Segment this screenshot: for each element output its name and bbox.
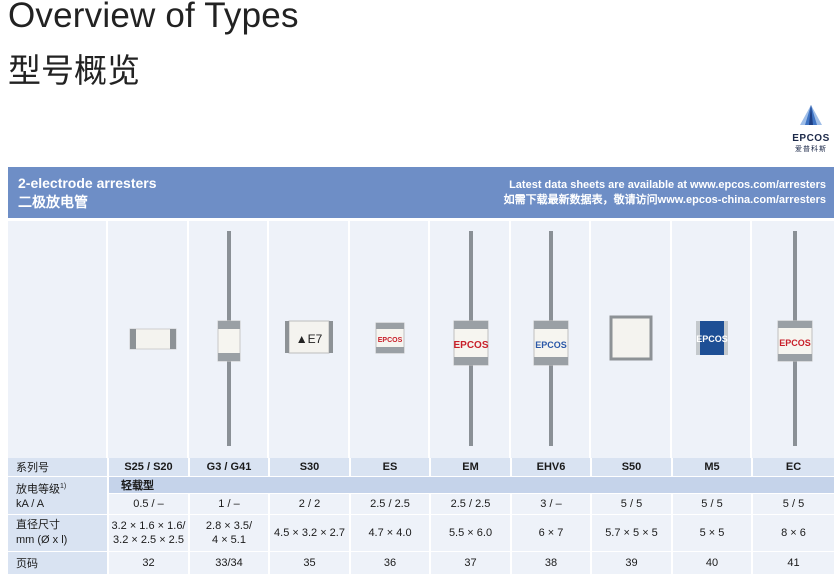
photo-m5: EPCOS [672, 221, 752, 458]
logo-subtext: 爱普科斯 [795, 146, 827, 153]
es-arrester-image: EPCOS [375, 322, 405, 354]
photo-label-cell [8, 221, 108, 458]
dims-cell: 5.7 × 5 × 5 [590, 514, 672, 552]
photo-ehv6: EPCOS [511, 221, 591, 458]
page-label: 页码 [8, 551, 108, 575]
series-cell: S30 [268, 458, 350, 477]
page-row: 页码 32 33/34 35 36 37 38 39 40 41 [8, 551, 834, 575]
s30-arrester-image: ▲E7 [285, 320, 333, 354]
rating-cell: 1 / – [188, 493, 269, 515]
photo-g3-g41 [189, 221, 269, 458]
ehv6-arrester-image: EPCOS [533, 231, 569, 446]
light-type-label: 轻载型 [107, 476, 834, 494]
epcos-logo: EPCOS 爱普科斯 [788, 103, 834, 154]
datasheet-note-en: Latest data sheets are available at www.… [509, 179, 826, 191]
rating-footnote: 1) [60, 482, 67, 490]
dims-cell: 4.7 × 4.0 [349, 514, 430, 552]
rating-cell: 0.5 / – [107, 493, 189, 515]
page-cell: 38 [510, 551, 591, 575]
section-heading-cn: 二极放电管 [18, 194, 88, 210]
dims-unit: mm (Ø x l) [16, 534, 68, 546]
dimensions-row: 直径尺寸 mm (Ø x l) 3.2 × 1.6 × 1.6/3.2 × 2.… [8, 514, 834, 552]
ehv6-marking: EPCOS [535, 340, 567, 350]
es-marking: EPCOS [378, 337, 403, 344]
rating-unit: kA / A [16, 498, 45, 511]
datasheet-note-cn: 如需下载最新数据表，敬请访问www.epcos-china.com/arrest… [503, 194, 826, 206]
dims-label: 直径尺寸 [16, 519, 60, 531]
dims-line-1: 3.2 × 1.6 × 1.6/ [111, 520, 186, 532]
section-banner: 2-electrode arresters 二极放电管 Latest data … [8, 167, 834, 218]
rating-label: 放电等级 [16, 483, 60, 496]
ec-marking: EPCOS [779, 338, 811, 348]
spec-table: 系列号 S25 / S20 G3 / G41 S30 ES EM EHV6 S5… [8, 458, 834, 575]
page-cell: 33/34 [188, 551, 269, 575]
photo-s30: ▲E7 [269, 221, 350, 458]
dims-cell: 4.5 × 3.2 × 2.7 [268, 514, 350, 552]
page-cell: 37 [429, 551, 511, 575]
smd-arrester-image [129, 328, 177, 350]
light-type-row: 放电等级1) kA / A 轻载型 [8, 476, 834, 515]
page-title-cn: 型号概览 [8, 52, 140, 89]
series-cell: ES [349, 458, 430, 477]
page-cell: 40 [671, 551, 752, 575]
series-label: 系列号 [8, 458, 108, 477]
page-title: Overview of Types [8, 0, 299, 35]
epcos-fan-logo-icon [800, 105, 822, 125]
series-cell: EHV6 [510, 458, 591, 477]
rating-cell: 3 / – [510, 493, 591, 515]
rating-cell: 2.5 / 2.5 [429, 493, 511, 515]
dims-cell: 5.5 × 6.0 [429, 514, 511, 552]
dims-cell: 5 × 5 [671, 514, 752, 552]
series-row: 系列号 S25 / S20 G3 / G41 S30 ES EM EHV6 S5… [8, 458, 834, 477]
rating-cell: 5 / 5 [590, 493, 672, 515]
dims-cell: 6 × 7 [510, 514, 591, 552]
em-arrester-image: EPCOS [453, 231, 489, 446]
dims-line-1: 2.8 × 3.5/ [205, 520, 253, 532]
rating-row: 0.5 / – 1 / – 2 / 2 2.5 / 2.5 2.5 / 2.5 … [8, 493, 834, 515]
product-photo-row: ▲E7 EPCOS EPCOS EPCOS [8, 221, 834, 458]
series-cell: EM [429, 458, 511, 477]
dims-cell: 8 × 6 [751, 514, 834, 552]
page-cell: 35 [268, 551, 350, 575]
m5-arrester-image: EPCOS [696, 321, 728, 355]
series-cell: M5 [671, 458, 752, 477]
m5-marking: EPCOS [696, 334, 728, 344]
em-marking: EPCOS [453, 340, 488, 351]
dims-cell: 2.8 × 3.5/4 × 5.1 [188, 514, 269, 552]
ec-arrester-image: EPCOS [777, 231, 813, 446]
series-cell: S50 [590, 458, 672, 477]
s30-marking: ▲E7 [296, 332, 323, 346]
photo-ec: EPCOS [752, 221, 834, 458]
dims-label-cell: 直径尺寸 mm (Ø x l) [8, 514, 108, 552]
photo-em: EPCOS [430, 221, 511, 458]
page-cell: 41 [751, 551, 834, 575]
s50-arrester-image [609, 315, 653, 361]
logo-text: EPCOS [792, 133, 830, 144]
series-cell: EC [751, 458, 834, 477]
rating-cell: 5 / 5 [671, 493, 752, 515]
dims-line-2: 3.2 × 2.5 × 2.5 [113, 534, 184, 546]
series-cell: G3 / G41 [188, 458, 269, 477]
series-cell: S25 / S20 [107, 458, 189, 477]
rating-cell: 2.5 / 2.5 [349, 493, 430, 515]
dims-cell: 3.2 × 1.6 × 1.6/3.2 × 2.5 × 2.5 [107, 514, 189, 552]
section-heading-en: 2-electrode arresters [18, 175, 157, 191]
page-cell: 32 [107, 551, 189, 575]
photo-es: EPCOS [350, 221, 430, 458]
leaded-arrester-image [217, 231, 241, 446]
photo-s25-s20 [108, 221, 189, 458]
rating-cell: 2 / 2 [268, 493, 350, 515]
rating-label-cell: 放电等级1) kA / A [8, 476, 108, 515]
dims-line-2: 4 × 5.1 [212, 534, 246, 546]
page-cell: 36 [349, 551, 430, 575]
page-cell: 39 [590, 551, 672, 575]
photo-s50 [591, 221, 672, 458]
rating-cell: 5 / 5 [751, 493, 834, 515]
